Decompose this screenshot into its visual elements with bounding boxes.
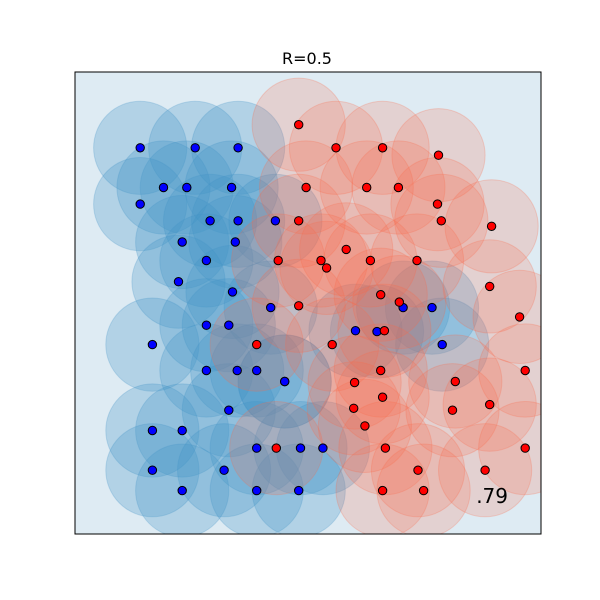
- data-point: [360, 421, 370, 431]
- data-point: [294, 301, 304, 311]
- data-point: [412, 255, 422, 266]
- data-point: [295, 443, 306, 453]
- data-point: [226, 182, 237, 193]
- data-point: [230, 237, 241, 247]
- data-point: [376, 290, 386, 300]
- data-point: [394, 297, 404, 307]
- data-point: [135, 143, 145, 153]
- data-point: [252, 443, 262, 453]
- data-point: [377, 143, 388, 153]
- data-point: [349, 403, 359, 413]
- data-point: [432, 199, 443, 209]
- data-point: [135, 199, 145, 209]
- data-point: [486, 221, 497, 232]
- region-circle: [478, 401, 541, 496]
- data-point: [252, 339, 262, 350]
- data-point: [327, 339, 337, 350]
- plot-background: [75, 72, 541, 534]
- data-point: [301, 182, 311, 193]
- data-point: [173, 277, 184, 287]
- data-point: [485, 399, 495, 410]
- data-point: [350, 326, 361, 336]
- data-point: [437, 339, 447, 350]
- data-point: [341, 244, 351, 255]
- data-point: [147, 465, 158, 475]
- data-point: [418, 485, 429, 496]
- data-point: [413, 465, 423, 475]
- data-point: [365, 255, 376, 266]
- data-point: [436, 216, 446, 226]
- data-point: [362, 182, 372, 193]
- data-point: [270, 216, 281, 226]
- data-point: [227, 287, 238, 297]
- data-point: [280, 376, 290, 387]
- data-point: [316, 255, 326, 266]
- data-point: [177, 485, 187, 496]
- data-point: [377, 485, 388, 496]
- data-points: [135, 120, 530, 496]
- data-point: [158, 182, 169, 193]
- data-point: [514, 312, 525, 322]
- data-point: [379, 326, 390, 336]
- data-point: [147, 339, 158, 350]
- data-point: [520, 365, 530, 376]
- data-point: [321, 263, 332, 273]
- data-point: [271, 443, 281, 453]
- data-point: [190, 143, 200, 153]
- data-point: [201, 255, 212, 266]
- data-point: [433, 150, 444, 160]
- data-point: [349, 377, 360, 388]
- data-point: [182, 182, 192, 193]
- region-circle: [478, 323, 541, 418]
- data-point: [427, 302, 437, 313]
- data-point: [377, 392, 388, 402]
- data-point: [233, 143, 243, 153]
- data-point: [485, 281, 495, 292]
- data-point: [201, 320, 212, 330]
- data-point: [376, 365, 386, 376]
- data-point: [318, 443, 328, 453]
- data-point: [147, 425, 158, 436]
- data-point: [177, 237, 187, 247]
- data-point: [273, 255, 283, 266]
- data-point: [252, 485, 262, 496]
- data-point: [393, 182, 404, 193]
- data-point: [177, 425, 187, 436]
- plot-frame: [74, 71, 542, 535]
- data-point: [294, 120, 304, 130]
- data-point: [331, 143, 341, 153]
- data-point: [201, 365, 212, 376]
- data-point: [224, 320, 234, 330]
- data-point: [252, 365, 262, 376]
- score-label: .79: [476, 484, 508, 508]
- data-point: [480, 465, 490, 475]
- data-point: [294, 485, 304, 496]
- data-point: [233, 216, 243, 226]
- data-point: [294, 216, 304, 226]
- data-point: [205, 216, 215, 226]
- data-point: [450, 376, 460, 387]
- data-point: [447, 405, 458, 415]
- chart-title: R=0.5: [282, 49, 332, 68]
- data-point: [380, 443, 391, 453]
- region-circle: [472, 269, 541, 364]
- data-point: [219, 465, 229, 475]
- data-point: [266, 302, 276, 313]
- data-point: [232, 365, 242, 376]
- data-point: [520, 443, 530, 453]
- data-point: [224, 405, 234, 415]
